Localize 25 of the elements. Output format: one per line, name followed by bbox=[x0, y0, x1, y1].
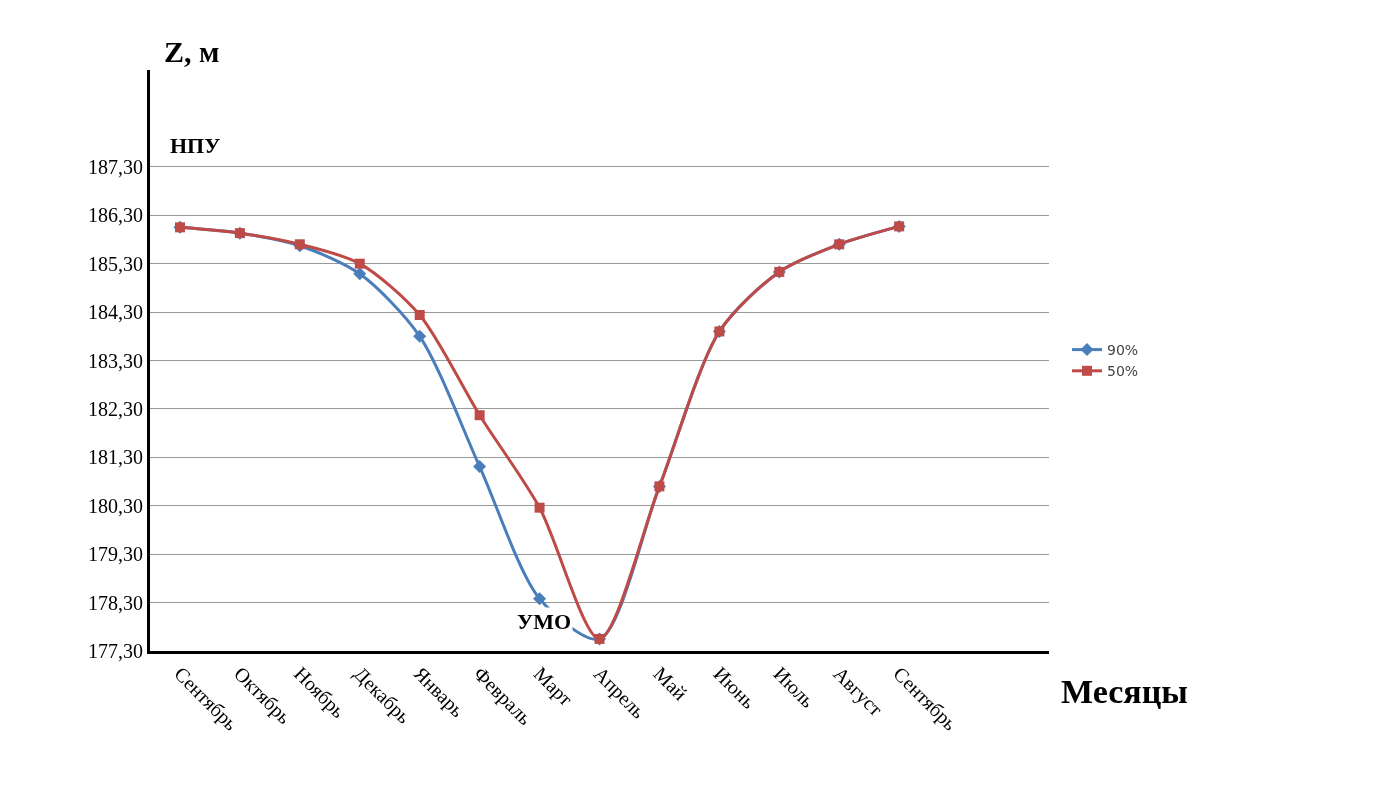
y-tick-label: 184,30 bbox=[88, 301, 143, 324]
point bbox=[473, 460, 487, 474]
y-tick-label: 183,30 bbox=[88, 349, 143, 372]
y-tick-label: 180,30 bbox=[88, 494, 143, 517]
y-tick-label: 186,30 bbox=[88, 204, 143, 227]
legend-label: 90% bbox=[1106, 342, 1139, 359]
y-tick-label: 181,30 bbox=[88, 446, 143, 469]
y-tick-label: 182,30 bbox=[88, 397, 143, 420]
point bbox=[353, 267, 367, 281]
annotation: УМО bbox=[517, 609, 572, 634]
x-axis-title: Месяцы bbox=[1061, 673, 1188, 710]
point bbox=[354, 258, 365, 269]
y-tick-label: 187,30 bbox=[88, 155, 143, 178]
legend-label: 50% bbox=[1106, 363, 1139, 380]
point bbox=[474, 410, 485, 421]
annotation: НПУ bbox=[170, 133, 221, 158]
y-tick-label: 177,30 bbox=[88, 640, 143, 662]
point bbox=[413, 329, 427, 343]
point bbox=[414, 309, 425, 320]
y-tick-label: 178,30 bbox=[88, 591, 143, 614]
y-tick-label: 185,30 bbox=[88, 252, 143, 275]
point bbox=[533, 592, 547, 606]
point bbox=[534, 502, 545, 513]
y-axis-title: Z, м bbox=[164, 35, 220, 68]
y-tick-label: 179,30 bbox=[88, 543, 143, 566]
